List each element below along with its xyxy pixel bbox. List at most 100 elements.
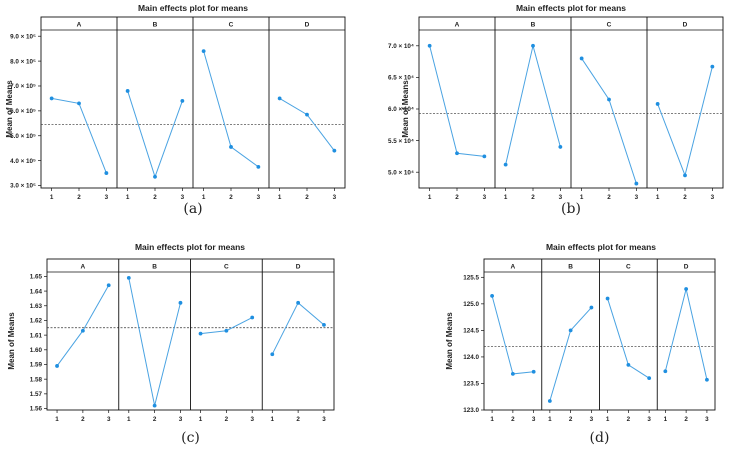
series-line-d bbox=[657, 66, 713, 178]
x-tick-label: 3 bbox=[635, 194, 639, 201]
x-tick-label: 2 bbox=[229, 194, 233, 201]
x-tick-label: 3 bbox=[590, 416, 594, 423]
x-tick-label: 3 bbox=[179, 416, 183, 423]
y-tick-label: 123.0 bbox=[463, 407, 479, 414]
factor-header-a: A bbox=[511, 263, 516, 270]
y-tick-label: 1.64 bbox=[30, 288, 43, 295]
x-tick-label: 1 bbox=[126, 194, 130, 201]
x-tick-label: 3 bbox=[483, 194, 487, 201]
y-tick-label: 6.0 × 10⁴ bbox=[388, 106, 414, 113]
data-point-a-3 bbox=[106, 283, 111, 288]
data-point-c-3 bbox=[256, 164, 261, 169]
x-tick-label: 3 bbox=[181, 194, 185, 201]
y-axis-title: Mean of Means bbox=[401, 80, 410, 138]
y-axis-title: Mean of Means bbox=[5, 80, 14, 138]
x-tick-label: 3 bbox=[647, 416, 651, 423]
data-point-a-3 bbox=[482, 154, 487, 159]
y-tick-label: 5.0 × 10⁴ bbox=[388, 169, 414, 176]
chart-panel-a: Main effects plot for means Mean of Means… bbox=[5, 3, 346, 217]
factor-header-c: C bbox=[224, 263, 229, 270]
data-point-c-1 bbox=[201, 49, 206, 54]
factor-header-d: D bbox=[684, 263, 689, 270]
x-tick-label: 1 bbox=[664, 416, 668, 423]
y-tick-label: 125.5 bbox=[463, 275, 479, 282]
x-tick-label: 1 bbox=[202, 194, 206, 201]
y-tick-label: 1.65 bbox=[30, 274, 43, 281]
y-tick-label: 1.56 bbox=[30, 406, 43, 413]
x-tick-label: 2 bbox=[455, 194, 459, 201]
y-tick-label: 1.60 bbox=[30, 347, 43, 354]
y-tick-label: 6.0 × 10⁵ bbox=[10, 108, 36, 115]
y-tick-label: 123.5 bbox=[463, 381, 479, 388]
data-point-b-2 bbox=[152, 403, 157, 408]
series-line-b bbox=[128, 277, 181, 406]
data-point-b-2 bbox=[531, 43, 535, 48]
data-point-c-3 bbox=[250, 315, 255, 320]
x-tick-label: 1 bbox=[271, 416, 275, 423]
x-tick-label: 3 bbox=[705, 416, 709, 423]
y-tick-label: 1.58 bbox=[30, 376, 43, 383]
chart-title: Main effects plot for means bbox=[138, 3, 248, 13]
data-point-b-1 bbox=[547, 399, 552, 403]
data-point-a-2 bbox=[455, 151, 459, 156]
data-point-d-2 bbox=[684, 287, 689, 291]
factor-header-a: A bbox=[77, 21, 82, 28]
y-tick-label: 6.5 × 10⁴ bbox=[388, 75, 414, 82]
chart-title: Main effects plot for means bbox=[516, 3, 626, 13]
data-point-a-1 bbox=[55, 364, 59, 368]
x-tick-label: 1 bbox=[490, 416, 494, 423]
data-point-d-3 bbox=[705, 377, 709, 382]
x-tick-label: 2 bbox=[296, 416, 300, 423]
y-tick-label: 3.0 × 10⁵ bbox=[10, 183, 36, 190]
factor-header-c: C bbox=[229, 21, 234, 28]
data-point-c-1 bbox=[198, 331, 203, 336]
factor-header-d: D bbox=[305, 21, 310, 28]
chart-panel-c: Main effects plot for means Mean of Means… bbox=[7, 242, 335, 446]
y-tick-label: 1.63 bbox=[30, 303, 43, 310]
x-tick-label: 2 bbox=[153, 194, 157, 201]
data-point-c-2 bbox=[607, 97, 611, 102]
series-line-b bbox=[549, 307, 592, 402]
data-point-b-3 bbox=[589, 305, 594, 310]
x-tick-label: 2 bbox=[683, 194, 687, 201]
y-tick-label: 5.0 × 10⁵ bbox=[10, 133, 36, 140]
factor-header-c: C bbox=[626, 263, 631, 270]
y-tick-label: 124.0 bbox=[463, 354, 479, 361]
data-point-a-1 bbox=[490, 293, 494, 298]
series-line-a bbox=[51, 97, 107, 174]
data-point-d-2 bbox=[683, 173, 687, 178]
y-tick-label: 5.5 × 10⁴ bbox=[388, 138, 414, 145]
x-tick-label: 1 bbox=[428, 194, 432, 201]
x-tick-label: 3 bbox=[322, 416, 326, 423]
series-line-c bbox=[581, 58, 637, 184]
panel-caption: (a) bbox=[183, 201, 202, 217]
data-point-c-1 bbox=[605, 296, 610, 301]
x-tick-label: 2 bbox=[225, 416, 229, 423]
data-point-c-2 bbox=[626, 362, 631, 367]
x-tick-label: 2 bbox=[531, 194, 535, 201]
factor-header-a: A bbox=[455, 21, 460, 28]
x-tick-label: 1 bbox=[199, 416, 203, 423]
data-point-d-1 bbox=[655, 102, 660, 106]
x-tick-label: 1 bbox=[580, 194, 584, 201]
data-point-d-3 bbox=[332, 148, 337, 153]
factor-header-c: C bbox=[607, 21, 612, 28]
x-tick-label: 1 bbox=[55, 416, 59, 423]
series-line-a bbox=[56, 284, 110, 367]
x-tick-label: 2 bbox=[81, 416, 85, 423]
data-point-b-1 bbox=[126, 275, 131, 280]
data-point-c-3 bbox=[647, 376, 652, 381]
factor-header-a: A bbox=[81, 263, 86, 270]
x-tick-label: 3 bbox=[559, 194, 563, 201]
factor-header-b: B bbox=[153, 21, 158, 28]
x-tick-label: 2 bbox=[305, 194, 309, 201]
series-line-d bbox=[664, 288, 708, 380]
data-point-a-2 bbox=[77, 101, 81, 106]
x-tick-label: 2 bbox=[627, 416, 631, 423]
data-point-d-1 bbox=[663, 369, 668, 374]
data-point-d-2 bbox=[296, 300, 301, 305]
factor-header-d: D bbox=[296, 263, 301, 270]
data-point-c-3 bbox=[634, 181, 639, 186]
y-tick-label: 124.5 bbox=[463, 328, 479, 335]
series-line-d bbox=[271, 302, 325, 355]
